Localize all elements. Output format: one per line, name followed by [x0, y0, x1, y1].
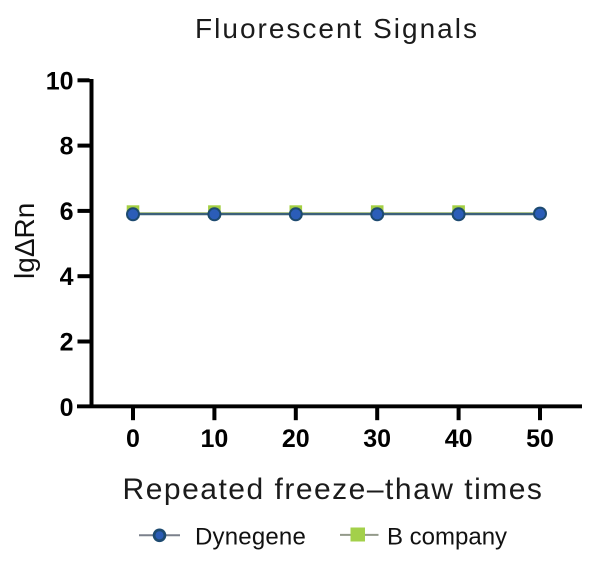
svg-text:Repeated freeze–thaw times: Repeated freeze–thaw times [123, 473, 544, 506]
svg-text:2: 2 [60, 329, 74, 357]
svg-text:0: 0 [126, 425, 140, 453]
svg-text:20: 20 [282, 425, 310, 453]
svg-text:Dynegene: Dynegene [195, 524, 306, 551]
svg-text:40: 40 [445, 425, 473, 453]
svg-text:0: 0 [60, 394, 74, 422]
svg-text:6: 6 [60, 198, 74, 226]
svg-text:lgΔRn: lgΔRn [9, 203, 40, 279]
svg-text:Fluorescent Signals: Fluorescent Signals [195, 13, 479, 44]
svg-text:10: 10 [200, 425, 228, 453]
svg-text:10: 10 [46, 67, 74, 95]
svg-text:30: 30 [363, 425, 391, 453]
svg-text:8: 8 [60, 133, 74, 161]
svg-text:4: 4 [60, 263, 74, 291]
svg-text:50: 50 [526, 425, 554, 453]
svg-text:B company: B company [387, 524, 507, 551]
